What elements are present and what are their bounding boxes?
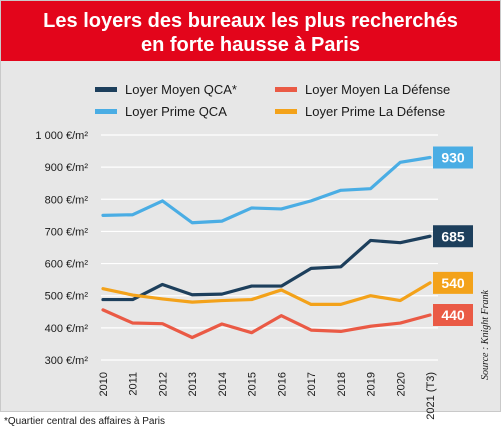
end-label-box [433, 225, 473, 248]
x-tick-label: 2019 [366, 372, 378, 396]
x-tick-label: 2017 [306, 372, 318, 396]
chart-frame: Les loyers des bureaux les plus recherch… [0, 0, 501, 412]
y-tick-label: 300 €/m² [45, 355, 89, 367]
legend-swatch-moyen-qca [95, 87, 117, 92]
x-tick-label: 2011 [128, 372, 140, 396]
legend-label-prime-defense: Loyer Prime La Défense [305, 104, 446, 119]
series-line [101, 281, 432, 306]
legend-swatch-prime-qca [95, 109, 117, 114]
x-tick-label: 2020 [395, 372, 407, 396]
title-banner: Les loyers des bureaux les plus recherch… [1, 1, 500, 61]
y-tick-label: 700 €/m² [45, 226, 89, 238]
y-tick-label: 600 €/m² [45, 259, 89, 271]
series-line [101, 234, 432, 302]
x-tick-label: 2014 [217, 372, 229, 396]
legend-label-prime-qca: Loyer Prime QCA [125, 104, 227, 119]
chart-title-line-2: en forte hausse à Paris [141, 34, 360, 56]
x-tick-label: 2010 [98, 372, 110, 396]
legend-swatch-prime-defense [275, 109, 297, 114]
end-value-label: 540 [441, 275, 465, 291]
end-label-box [433, 304, 473, 326]
series-line [101, 155, 432, 225]
y-tick-label: 500 €/m² [45, 291, 89, 303]
y-tick-label: 800 €/m² [45, 194, 89, 206]
footnote: *Quartier central des affaires à Paris [4, 416, 166, 427]
legend-item-prime-defense: Loyer Prime La Défense [275, 104, 445, 119]
source-label: Source : Knight Frank [480, 289, 491, 379]
x-tick-label: 2013 [187, 372, 199, 396]
y-tick-label: 1 000 €/m² [35, 130, 88, 142]
legend-label-moyen-qca: Loyer Moyen QCA* [125, 82, 237, 97]
x-tick-label: 2018 [336, 372, 348, 396]
x-tick-label: 2015 [247, 372, 259, 396]
x-tick-label: 2012 [157, 372, 169, 396]
legend-swatch-moyen-defense [275, 87, 297, 92]
legend-label-moyen-defense: Loyer Moyen La Défense [305, 82, 451, 97]
legend-item-moyen-qca: Loyer Moyen QCA* [95, 82, 237, 97]
chart-title-line-1: Les loyers des bureaux les plus recherch… [43, 10, 458, 32]
end-value-label: 685 [441, 228, 465, 244]
y-tick-label: 400 €/m² [45, 323, 89, 335]
end-value-label: 930 [441, 150, 465, 166]
y-tick-label: 900 €/m² [45, 162, 89, 174]
legend-item-prime-qca: Loyer Prime QCA [95, 104, 227, 119]
end-label-box [433, 271, 473, 294]
x-tick-label: 2021 (T3) [425, 372, 437, 420]
legend-item-moyen-defense: Loyer Moyen La Défense [275, 82, 450, 97]
series-line [101, 308, 432, 340]
end-label-box [433, 146, 473, 169]
x-tick-label: 2016 [276, 372, 288, 396]
end-value-label: 440 [441, 307, 465, 323]
